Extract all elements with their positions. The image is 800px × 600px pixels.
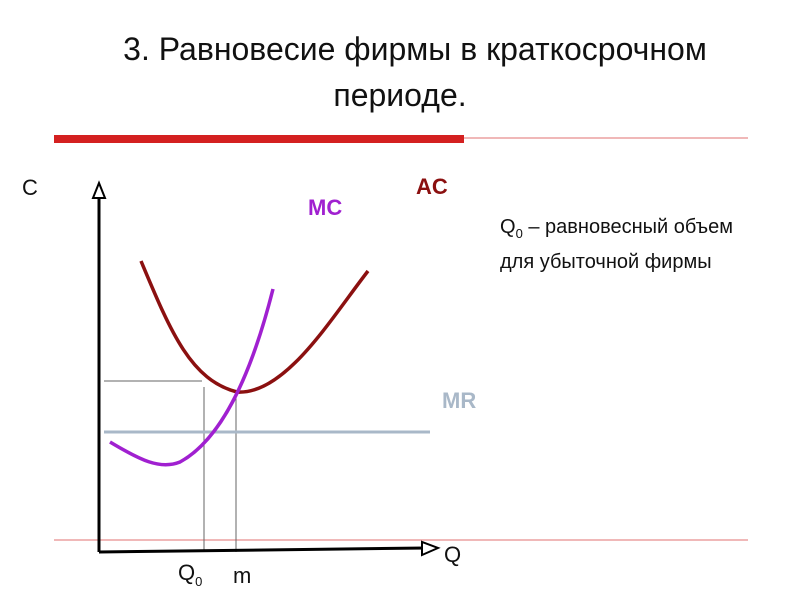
ac-curve	[139, 260, 370, 394]
ac-label: AC	[416, 174, 448, 199]
title-rule-thick	[54, 135, 464, 143]
x-axis	[98, 546, 427, 554]
equilibrium-note: Q0 – равновесный объем для убыточной фир…	[500, 213, 740, 276]
y-axis-arrow	[91, 180, 107, 199]
y-axis-label: C	[22, 175, 38, 200]
m-tick-label: m	[233, 563, 251, 588]
slide-title-line-1: 3. Равновесие фирмы в краткосрочном	[123, 31, 707, 67]
note-symbol: Q	[500, 216, 516, 238]
mc-curve	[109, 288, 275, 467]
slide-title-line-2: периоде.	[333, 77, 467, 113]
q0-tick-label: Q0	[178, 560, 202, 589]
note-subscript: 0	[515, 226, 523, 241]
q0-tick-symbol: Q	[178, 560, 195, 585]
x-axis-arrow	[421, 540, 441, 557]
slide-title: 3. Равновесие фирмы в краткосрочном пери…	[0, 26, 800, 118]
q0-tick-subscript: 0	[195, 574, 202, 589]
x-axis-label: Q	[444, 542, 461, 567]
mr-label: MR	[442, 388, 476, 413]
note-text: – равновесный объем для убыточной фирмы	[500, 216, 734, 273]
mc-label: MC	[308, 195, 342, 220]
